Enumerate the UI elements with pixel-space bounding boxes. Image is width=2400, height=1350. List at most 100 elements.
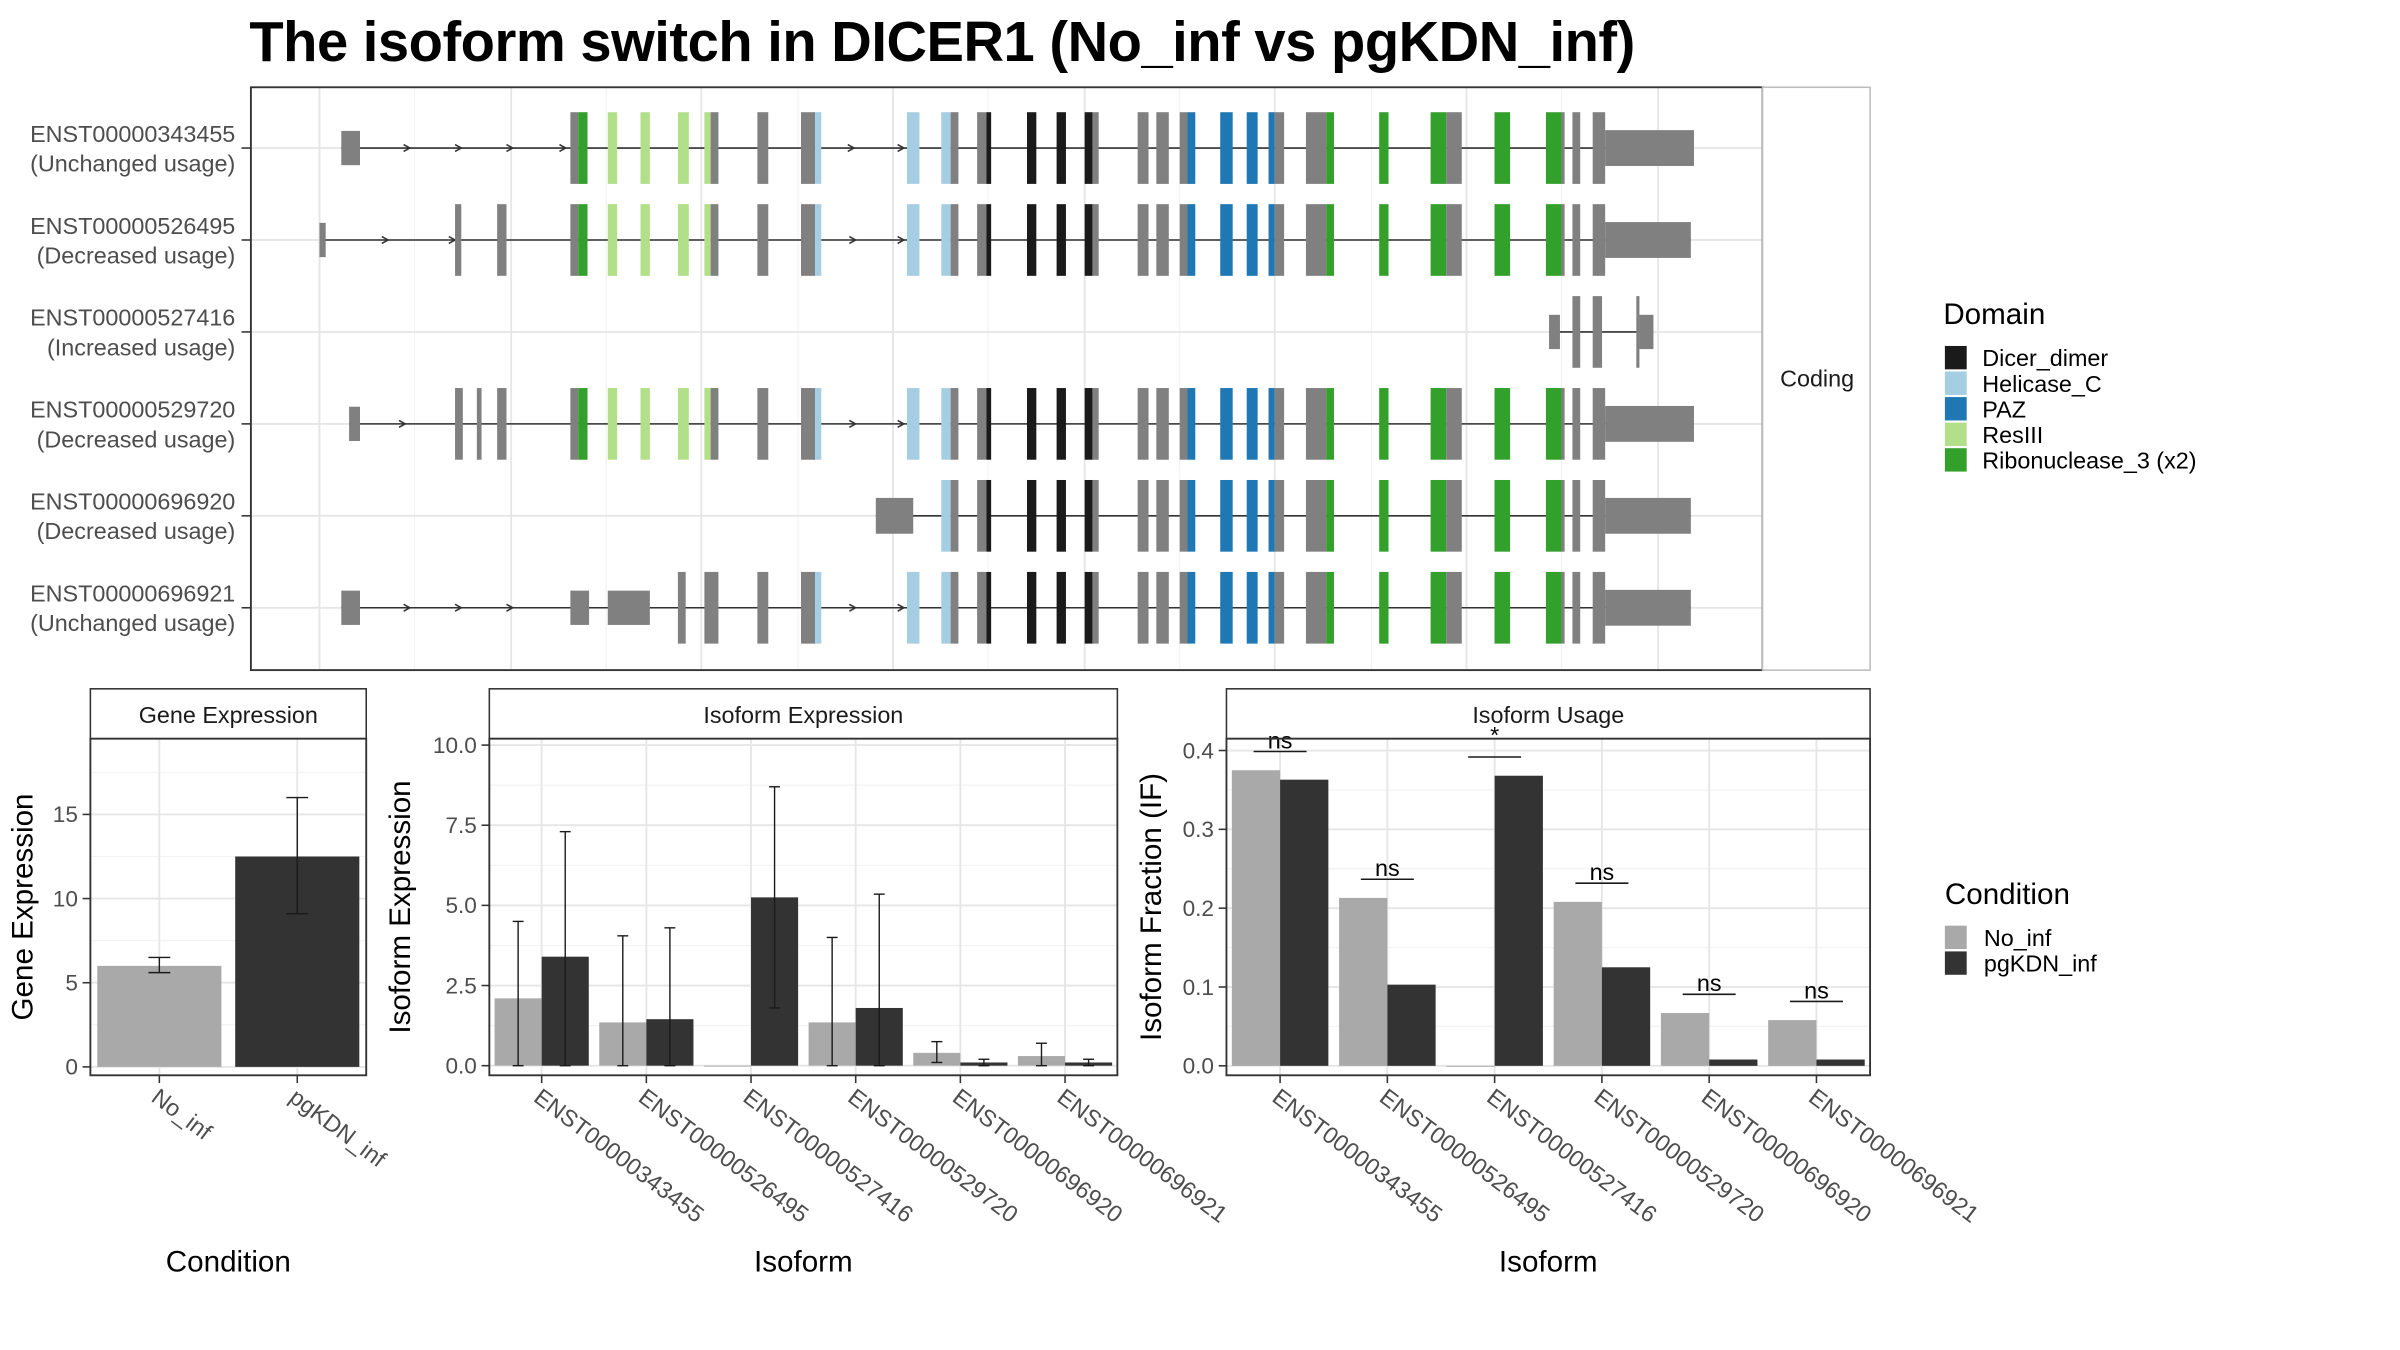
exon xyxy=(349,406,360,442)
domain-exon xyxy=(1326,204,1334,276)
domain-exon xyxy=(1056,112,1066,184)
coding-strip xyxy=(1761,86,1871,671)
domain-exon xyxy=(704,204,711,276)
domain-exon xyxy=(1494,479,1511,552)
domain-exon xyxy=(1084,112,1093,184)
domain-exon xyxy=(1379,112,1389,184)
exon xyxy=(1179,571,1188,644)
exon xyxy=(1592,112,1606,184)
domain-exon xyxy=(941,112,951,184)
domain-exon xyxy=(1187,479,1196,552)
domain-exon xyxy=(607,112,618,184)
significance-label: ns xyxy=(1590,859,1615,885)
domain-exon xyxy=(1268,388,1275,460)
domain-exon xyxy=(1084,204,1093,276)
bar-pgKDN_inf xyxy=(1601,967,1651,1066)
exon xyxy=(801,112,816,184)
exon xyxy=(1137,112,1149,184)
exon xyxy=(1572,296,1581,368)
domain-exon xyxy=(1056,479,1066,552)
exon xyxy=(757,204,769,276)
domain-exon xyxy=(640,204,650,276)
isoform-structure-row xyxy=(319,204,1691,276)
domain-exon xyxy=(1430,571,1447,644)
domain-exon xyxy=(906,388,920,460)
x-tick-label: ENST00000343455 xyxy=(529,1083,709,1227)
isoform-expression-panel: Isoform Expression 0.0 2.5 5.0 7.5 10.0 ENST00… xyxy=(384,688,1232,1279)
exon xyxy=(570,590,590,625)
exon xyxy=(1592,571,1606,644)
exon xyxy=(607,590,650,625)
domain-exon xyxy=(1026,479,1037,552)
exon xyxy=(1592,296,1603,368)
exon xyxy=(977,388,987,460)
bar-No_inf xyxy=(1446,1065,1495,1067)
exon xyxy=(1305,388,1327,460)
exon xyxy=(1156,112,1169,184)
x-tick-label: pgKDN_inf xyxy=(285,1083,391,1172)
domain-exon xyxy=(607,204,618,276)
strand-arrow xyxy=(848,235,858,245)
isoform-id-label: ENST00000526495 xyxy=(30,213,235,239)
isoform-usage-title-strip xyxy=(1225,688,1871,740)
exon xyxy=(1605,222,1691,258)
domain-exon xyxy=(986,388,992,460)
exon xyxy=(497,204,507,276)
exon xyxy=(1561,479,1565,552)
exon xyxy=(875,497,914,534)
exon xyxy=(1605,589,1691,626)
exon xyxy=(1446,479,1462,552)
domain-exon xyxy=(1187,571,1196,644)
domain-exon xyxy=(1246,571,1258,644)
gene-expression-panel: Gene Expression 0 5 10 15 No_inf pgKDN_inf Cond… xyxy=(7,688,391,1279)
domain-legend-label: Helicase_C xyxy=(1982,371,2101,397)
exon xyxy=(1274,388,1285,460)
y-tick-label: 0.3 xyxy=(1183,817,1214,842)
exon xyxy=(710,204,719,276)
domain-exon xyxy=(1268,204,1275,276)
strand-arrow xyxy=(506,603,515,612)
exon xyxy=(1572,204,1581,276)
exon xyxy=(1137,479,1149,552)
domain-exon xyxy=(906,571,920,644)
domain-exon xyxy=(815,388,822,460)
exon xyxy=(1446,571,1462,644)
exon xyxy=(1592,479,1606,552)
isoform-usage-y-axis-title: Isoform Fraction (IF) xyxy=(1135,773,1168,1041)
exon xyxy=(950,479,959,552)
domain-exon xyxy=(1220,571,1233,644)
exon xyxy=(1274,479,1285,552)
domain-exon xyxy=(986,112,992,184)
isoform-expression-title: Isoform Expression xyxy=(703,702,903,728)
exon xyxy=(1137,204,1149,276)
domain-exon xyxy=(1246,388,1258,460)
significance-label: ns xyxy=(1697,970,1722,996)
isoform-id-label: ENST00000696921 xyxy=(30,581,235,607)
domain-exon xyxy=(677,112,689,184)
exon xyxy=(455,388,463,460)
domain-exon xyxy=(1026,112,1037,184)
coding-strip-label: Coding xyxy=(1780,365,1854,391)
exon xyxy=(710,388,719,460)
exon xyxy=(1179,388,1188,460)
domain-exon xyxy=(1246,112,1258,184)
domain-exon xyxy=(941,204,951,276)
domain-exon xyxy=(1246,479,1258,552)
strand-arrow xyxy=(897,235,906,245)
exon xyxy=(1572,479,1581,552)
strand-arrow xyxy=(403,143,412,153)
domain-exon xyxy=(1056,388,1066,460)
exon xyxy=(950,388,959,460)
bar-pgKDN_inf xyxy=(1280,779,1329,1066)
x-tick-label: ENST00000529720 xyxy=(843,1083,1023,1227)
isoform-usage-plot-bg xyxy=(1226,738,1871,1076)
significance-label: ns xyxy=(1804,977,1829,1003)
strand-arrow xyxy=(403,603,412,612)
strand-arrow xyxy=(848,603,858,612)
figure-title: The isoform switch in DICER1 (No_inf vs … xyxy=(249,9,1635,74)
isoform-id-label: ENST00000529720 xyxy=(30,397,235,423)
isoform-expression-title-strip xyxy=(488,688,1119,740)
y-tick-label: 7.5 xyxy=(445,813,476,838)
